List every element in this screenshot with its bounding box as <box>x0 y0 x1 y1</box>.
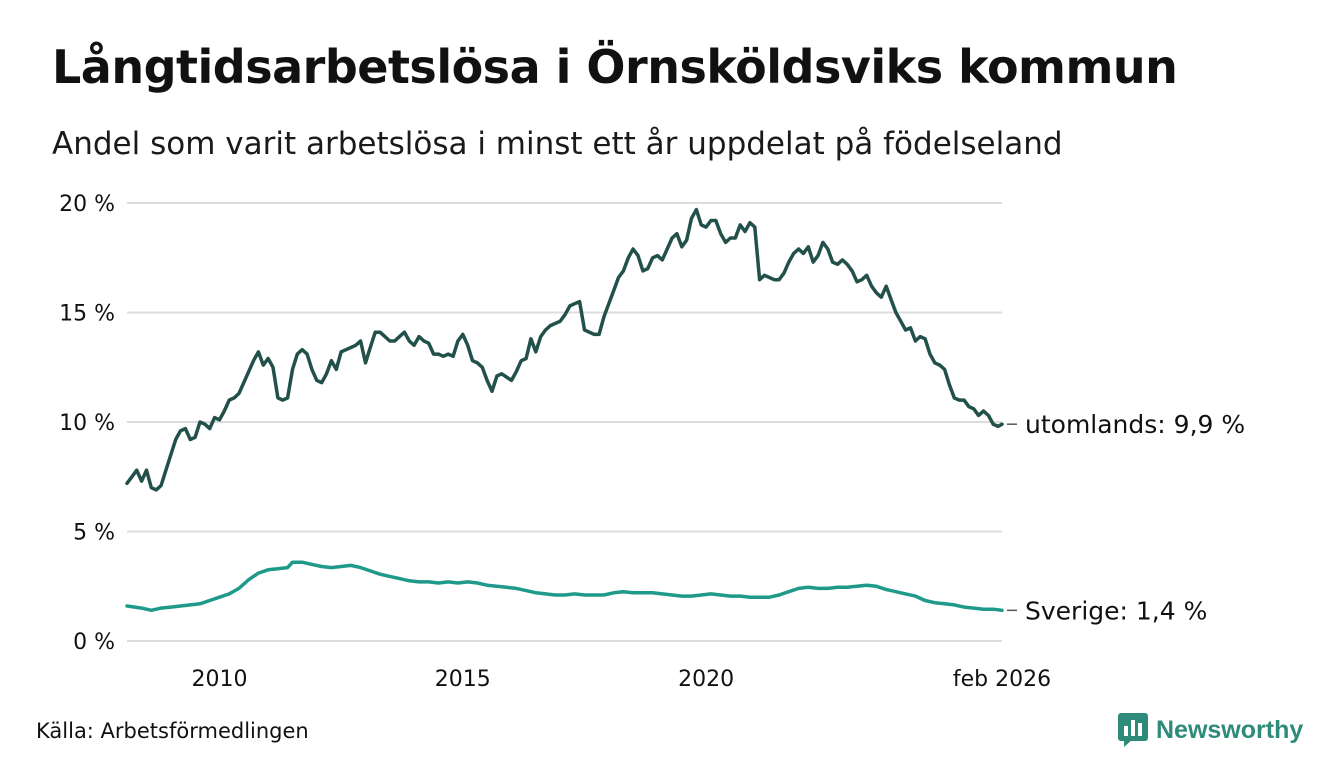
x-tick-label: feb 2026 <box>953 667 1051 692</box>
series-line-sverige <box>125 560 1004 613</box>
series-label-utomlands: utomlands: 9,9 % <box>1025 410 1245 439</box>
y-tick-label: 0 % <box>73 630 115 655</box>
y-tick-label: 5 % <box>73 521 115 546</box>
x-tick-label: 2010 <box>191 667 247 692</box>
y-tick-label: 10 % <box>59 411 115 436</box>
x-tick-label: 2015 <box>435 667 491 692</box>
series-end-labels: utomlands: 9,9 % Sverige: 1,4 % <box>1007 410 1245 625</box>
y-tick-label: 20 % <box>59 192 115 217</box>
source-note: Källa: Arbetsförmedlingen <box>36 719 309 743</box>
chart-subtitle: Andel som varit arbetslösa i minst ett å… <box>52 126 1063 162</box>
x-tick-label: 2020 <box>678 667 734 692</box>
series-label-sverige: Sverige: 1,4 % <box>1025 596 1207 625</box>
brand-name: Newsworthy <box>1156 715 1304 744</box>
gridlines <box>127 202 1002 642</box>
bar-chart-bubble-icon <box>1118 713 1148 747</box>
chart-title: Långtidsarbetslösa i Örnsköldsviks kommu… <box>52 40 1178 94</box>
x-axis-ticks: 2010 2015 2020 feb 2026 <box>191 667 1051 692</box>
series-line-utomlands <box>125 207 1004 492</box>
brand-logo: Newsworthy <box>1118 713 1303 747</box>
y-tick-label: 15 % <box>59 302 115 327</box>
series-lines <box>125 207 1004 613</box>
y-axis-ticks: 0 % 5 % 10 % 15 % 20 % <box>59 192 115 655</box>
